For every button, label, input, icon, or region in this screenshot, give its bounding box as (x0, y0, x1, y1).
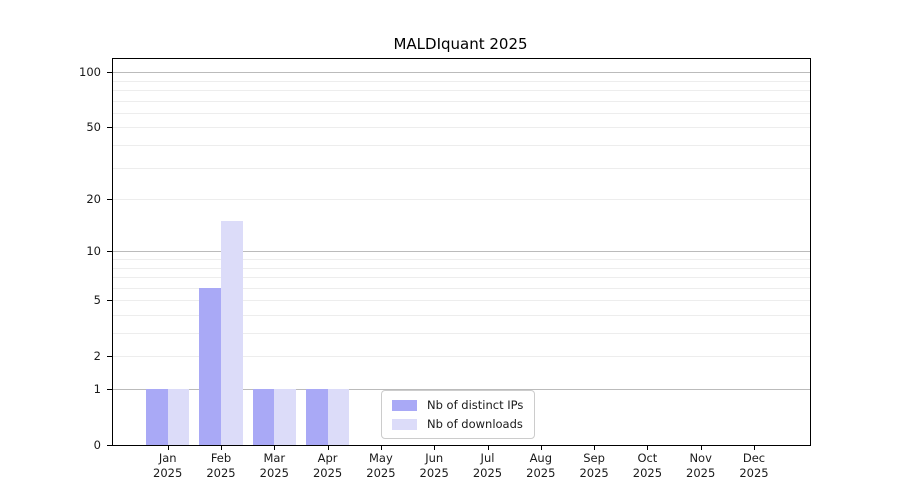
x-axis-tick (540, 446, 542, 450)
y-tick-label: 50 (86, 120, 101, 135)
gridline-major (113, 389, 810, 391)
x-tick-sublabel: 2025 (366, 466, 396, 480)
x-tick-label: Feb 2025 (206, 451, 236, 480)
y-tick-label: 2 (93, 349, 101, 364)
x-tick-label: Sep 2025 (579, 451, 609, 480)
bar-jan-downloads (167, 389, 190, 445)
bar-jan-distinct-ips (146, 389, 168, 445)
y-axis-tick (107, 300, 112, 302)
x-tick-label: Oct 2025 (632, 451, 663, 480)
y-tick-label: 1 (93, 382, 101, 397)
x-tick-label: Nov 2025 (686, 451, 716, 480)
y-tick-label: 20 (86, 192, 101, 207)
x-tick-sublabel: 2025 (686, 466, 716, 480)
plot-area: Nb of distinct IPs Nb of downloads 0 1 2 5 1… (79, 58, 811, 480)
y-axis-tick (107, 445, 112, 446)
gridline-minor (113, 333, 810, 335)
x-axis-tick (594, 446, 596, 450)
y-tick-label: 0 (93, 438, 101, 452)
bar-mar-downloads (274, 389, 296, 445)
x-tick-label: May 2025 (366, 451, 396, 480)
y-axis-tick (107, 199, 112, 201)
bar-mar-distinct-ips (252, 389, 275, 445)
y-axis-tick (107, 356, 112, 358)
x-tick-sublabel: 2025 (206, 466, 236, 480)
y-tick-label: 10 (86, 244, 101, 259)
y-tick-label: 5 (93, 293, 101, 308)
gridline-minor (113, 80, 810, 82)
x-tick-sublabel: 2025 (579, 466, 609, 480)
x-tick-label: Mar 2025 (259, 451, 289, 480)
chart-title: MALDIquant 2025 (393, 35, 528, 53)
x-tick-sublabel: 2025 (739, 466, 769, 480)
gridline-minor (113, 267, 810, 269)
x-tick-sublabel: 2025 (632, 466, 663, 480)
y-axis-tick (107, 127, 112, 129)
gridline-minor (113, 315, 810, 316)
bar-apr-distinct-ips (306, 389, 328, 445)
x-tick-sublabel: 2025 (419, 466, 449, 480)
gridline-major (113, 251, 810, 253)
legend: Nb of distinct IPs Nb of downloads (381, 390, 536, 439)
x-tick-label: Jun 2025 (419, 451, 449, 480)
legend-swatch-distinct-ips-icon (392, 399, 417, 411)
gridline-minor (113, 277, 810, 279)
x-tick-sublabel: 2025 (472, 466, 503, 480)
bar-feb-downloads (221, 221, 243, 445)
x-axis-tick (487, 446, 489, 450)
y-tick-label: 100 (79, 65, 101, 80)
gridline-minor (113, 356, 810, 358)
x-tick-sublabel: 2025 (312, 466, 343, 480)
y-axis-tick (107, 251, 112, 253)
x-tick-sublabel: 2025 (153, 466, 183, 480)
gridline-minor (113, 199, 810, 201)
x-tick-label: Jan 2025 (153, 451, 183, 480)
gridline-minor (113, 300, 810, 302)
gridline-minor (113, 167, 810, 169)
x-axis-tick (327, 446, 329, 450)
gridline-minor (113, 259, 810, 261)
y-axis-tick (107, 389, 112, 391)
bar-feb-distinct-ips (199, 287, 221, 445)
x-tick-label: Jul 2025 (472, 451, 503, 480)
x-axis-tick (647, 446, 649, 450)
x-axis-tick (221, 446, 222, 450)
x-tick-label: Aug 2025 (526, 451, 556, 480)
x-axis-tick (700, 446, 702, 450)
gridline-major (113, 72, 810, 74)
legend-item-downloads: Nb of downloads (392, 417, 523, 431)
gridline-minor (113, 127, 810, 129)
x-axis-tick (754, 446, 755, 450)
legend-label-downloads: Nb of downloads (427, 417, 523, 431)
x-axis-tick (380, 446, 382, 450)
gridline-minor (113, 287, 810, 289)
x-tick-sublabel: 2025 (259, 466, 289, 480)
x-axis-tick (434, 446, 436, 450)
bar-apr-downloads (327, 389, 350, 445)
x-tick-sublabel: 2025 (526, 466, 556, 480)
gridline-minor (113, 90, 810, 92)
gridline-minor (113, 145, 810, 147)
x-tick-label: Dec 2025 (739, 451, 769, 480)
x-axis-tick (274, 446, 276, 450)
x-axis-tick (167, 446, 169, 450)
legend-label-distinct-ips: Nb of distinct IPs (427, 398, 524, 412)
x-tick-label: Apr 2025 (312, 451, 343, 480)
legend-item-distinct-ips: Nb of distinct IPs (392, 398, 523, 412)
gridline-minor (113, 100, 810, 102)
gridline-minor (113, 112, 810, 114)
legend-swatch-downloads-icon (392, 418, 417, 430)
y-axis-tick (107, 72, 112, 74)
